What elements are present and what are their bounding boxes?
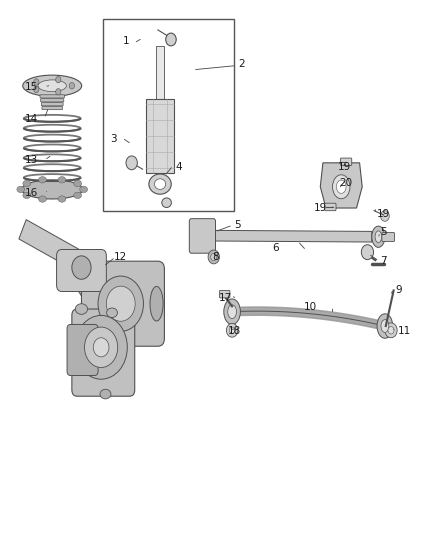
Circle shape bbox=[34, 79, 39, 85]
Circle shape bbox=[388, 327, 394, 334]
Ellipse shape bbox=[39, 176, 46, 183]
Text: 1: 1 bbox=[123, 36, 130, 45]
Text: 17: 17 bbox=[219, 293, 232, 303]
Ellipse shape bbox=[17, 186, 25, 192]
Polygon shape bbox=[92, 309, 126, 342]
Text: 8: 8 bbox=[212, 252, 219, 262]
Text: 12: 12 bbox=[114, 252, 127, 262]
Text: 11: 11 bbox=[398, 326, 411, 336]
Circle shape bbox=[381, 211, 389, 221]
Bar bbox=[103, 19, 234, 211]
Text: 14: 14 bbox=[25, 114, 38, 124]
Circle shape bbox=[385, 323, 397, 338]
Ellipse shape bbox=[74, 192, 81, 199]
Circle shape bbox=[361, 245, 374, 260]
Text: 19: 19 bbox=[314, 203, 327, 213]
Ellipse shape bbox=[21, 180, 83, 199]
Ellipse shape bbox=[375, 231, 381, 243]
Circle shape bbox=[211, 253, 217, 261]
Ellipse shape bbox=[39, 196, 46, 202]
Ellipse shape bbox=[332, 175, 350, 199]
Circle shape bbox=[56, 88, 61, 95]
FancyBboxPatch shape bbox=[40, 95, 64, 98]
FancyBboxPatch shape bbox=[42, 107, 63, 110]
Ellipse shape bbox=[336, 180, 346, 193]
Text: 10: 10 bbox=[304, 302, 317, 312]
Ellipse shape bbox=[23, 180, 31, 187]
Polygon shape bbox=[103, 263, 153, 310]
Text: 5: 5 bbox=[234, 220, 241, 230]
Bar bbox=[155, 46, 164, 99]
Ellipse shape bbox=[23, 192, 31, 199]
FancyBboxPatch shape bbox=[340, 158, 352, 165]
Text: 2: 2 bbox=[239, 60, 245, 69]
Ellipse shape bbox=[228, 305, 237, 319]
Text: 9: 9 bbox=[396, 286, 403, 295]
FancyBboxPatch shape bbox=[382, 232, 395, 241]
Polygon shape bbox=[80, 274, 96, 294]
Circle shape bbox=[34, 86, 39, 93]
Circle shape bbox=[230, 327, 235, 334]
Ellipse shape bbox=[224, 299, 240, 325]
FancyBboxPatch shape bbox=[81, 261, 164, 346]
Ellipse shape bbox=[372, 226, 385, 247]
Ellipse shape bbox=[75, 304, 88, 314]
Text: 7: 7 bbox=[381, 256, 387, 266]
Text: 5: 5 bbox=[381, 227, 387, 237]
Text: 6: 6 bbox=[272, 243, 279, 253]
Circle shape bbox=[93, 338, 109, 357]
Circle shape bbox=[106, 286, 135, 321]
Ellipse shape bbox=[162, 198, 171, 207]
Text: 19: 19 bbox=[338, 161, 351, 172]
FancyBboxPatch shape bbox=[325, 203, 336, 211]
Ellipse shape bbox=[106, 308, 117, 318]
Bar bbox=[146, 99, 174, 173]
Ellipse shape bbox=[58, 176, 66, 183]
Polygon shape bbox=[320, 163, 362, 208]
Ellipse shape bbox=[38, 80, 67, 92]
Text: 16: 16 bbox=[25, 188, 38, 198]
Text: 18: 18 bbox=[228, 326, 241, 336]
Ellipse shape bbox=[150, 286, 163, 321]
Circle shape bbox=[126, 156, 138, 169]
Ellipse shape bbox=[23, 75, 81, 96]
Circle shape bbox=[166, 33, 176, 46]
FancyBboxPatch shape bbox=[67, 325, 98, 375]
FancyBboxPatch shape bbox=[219, 290, 230, 298]
Text: 20: 20 bbox=[339, 177, 352, 188]
Ellipse shape bbox=[377, 314, 393, 338]
Circle shape bbox=[75, 316, 127, 379]
Text: 15: 15 bbox=[25, 82, 38, 92]
Circle shape bbox=[69, 83, 74, 89]
Ellipse shape bbox=[58, 196, 66, 202]
Polygon shape bbox=[212, 230, 372, 242]
Circle shape bbox=[98, 276, 144, 332]
Text: 4: 4 bbox=[175, 161, 182, 172]
Text: 19: 19 bbox=[377, 209, 390, 220]
Polygon shape bbox=[19, 220, 111, 287]
FancyBboxPatch shape bbox=[57, 249, 106, 292]
Ellipse shape bbox=[381, 320, 389, 333]
Circle shape bbox=[56, 77, 61, 83]
Ellipse shape bbox=[149, 174, 171, 194]
Circle shape bbox=[226, 324, 238, 337]
Circle shape bbox=[208, 250, 219, 264]
Circle shape bbox=[72, 256, 91, 279]
Ellipse shape bbox=[100, 389, 111, 399]
Ellipse shape bbox=[155, 179, 166, 189]
Circle shape bbox=[85, 327, 118, 368]
Ellipse shape bbox=[80, 186, 88, 192]
Polygon shape bbox=[77, 281, 101, 313]
FancyBboxPatch shape bbox=[41, 99, 64, 102]
Text: 3: 3 bbox=[110, 134, 117, 144]
FancyBboxPatch shape bbox=[189, 219, 215, 253]
Text: 13: 13 bbox=[25, 155, 38, 165]
Ellipse shape bbox=[74, 180, 81, 187]
FancyBboxPatch shape bbox=[72, 309, 135, 396]
FancyBboxPatch shape bbox=[41, 102, 63, 106]
